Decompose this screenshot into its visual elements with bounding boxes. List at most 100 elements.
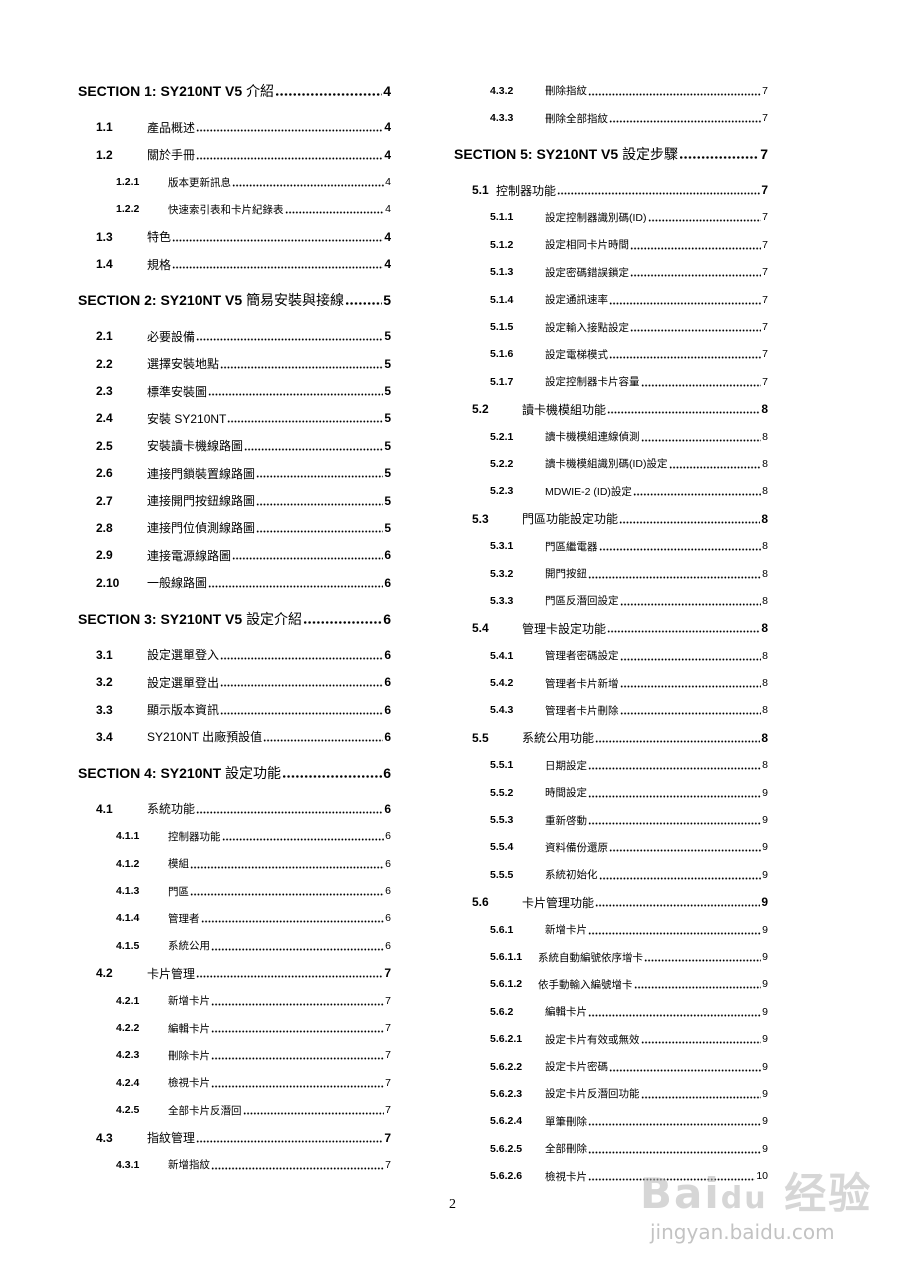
toc-entry[interactable]: 2.5 安裝讀卡機線路圖 5 [78,432,391,459]
toc-entry[interactable]: 5.6.2.3 設定卡片反潛回功能 9 [454,1080,768,1107]
toc-entry[interactable]: 5.6.2.2 設定卡片密碼 9 [454,1053,768,1080]
toc-entry[interactable]: 5.6.2 編輯卡片 9 [454,998,768,1025]
toc-entry[interactable]: 5.5.2 時間設定 9 [454,779,768,806]
toc-entry[interactable]: 2.9 連接電源線路圖 6 [78,542,391,569]
toc-entry[interactable]: 5.1 控制器功能 7 [454,176,768,203]
toc-entry[interactable]: 2.3 標準安裝圖 5 [78,377,391,404]
toc-entry[interactable]: 5.3.2 開門按鈕 8 [454,560,768,587]
toc-entry[interactable]: 4.1 系統功能 6 [78,795,391,822]
toc-entry[interactable]: 2.1 必要設備 5 [78,323,391,350]
toc-entry[interactable]: 5.6.2.1 設定卡片有效或無效 9 [454,1025,768,1052]
toc-entry[interactable]: 5.5 系統公用功能 8 [454,724,768,751]
toc-entry[interactable]: 2.6 連接門鎖裝置線路圖 5 [78,459,391,486]
toc-entry[interactable]: 4.2.1 新增卡片 7 [78,987,391,1014]
toc-entry[interactable]: 1.3 特色 4 [78,223,391,250]
toc-entry[interactable]: 5.1.3 設定密碼錯誤鎖定 7 [454,259,768,286]
toc-entry[interactable]: 5.5.4 資料備份還原 9 [454,834,768,861]
toc-entry[interactable]: 3.4 SY210NT 出廠預設值 6 [78,723,391,750]
toc-entry-page: 9 [762,814,768,827]
toc-entry[interactable]: 3.2 設定選單登出 6 [78,668,391,695]
toc-entry-number: 5.3.1 [490,540,514,553]
toc-entry[interactable]: 4.2.2 編輯卡片 7 [78,1014,391,1041]
toc-entry[interactable]: 5.6.1.1 系統自動編號依序增卡 9 [454,943,768,970]
toc-entry[interactable]: 1.2.1 版本更新訊息 4 [78,168,391,195]
toc-entry[interactable]: 5.1.2 設定相同卡片時間 7 [454,231,768,258]
toc-entry-page: 8 [761,621,768,636]
toc-entry[interactable]: 1.2.2 快速索引表和卡片紀錄表 4 [78,196,391,223]
toc-section-entry[interactable]: SECTION 4: SY210NT 設定功能 6 [78,751,391,796]
toc-entry[interactable]: 5.6.1 新增卡片 9 [454,916,768,943]
dot-leader [196,968,384,979]
toc-entry[interactable]: 5.4.3 管理者卡片刪除 8 [454,697,768,724]
toc-entry[interactable]: 5.4 管理卡設定功能 8 [454,615,768,642]
toc-entry[interactable]: 5.6.1.2 依手動輸入編號增卡 9 [454,971,768,998]
toc-entry-number: 4.3 [96,1130,113,1145]
toc-entry[interactable]: 2.2 選擇安裝地點 5 [78,350,391,377]
toc-entry[interactable]: 5.6 卡片管理功能 9 [454,889,768,916]
toc-entry[interactable]: 4.1.4 管理者 6 [78,905,391,932]
toc-section-entry[interactable]: SECTION 1: SY210NT V5 介紹 4 [78,69,391,114]
toc-entry[interactable]: 4.1.1 控制器功能 6 [78,823,391,850]
toc-entry-number: 5.6.2.2 [490,1060,523,1073]
page-number: 2 [449,1197,456,1212]
toc-entry[interactable]: 4.3 指紋管理 7 [78,1124,391,1151]
toc-entry-number: 4.1.3 [116,885,140,898]
toc-entry-page: 8 [761,402,768,417]
toc-entry[interactable]: 1.2 關於手冊 4 [78,141,391,168]
toc-entry-number: 4.2 [96,966,113,981]
toc-entry-page: 6 [385,885,391,898]
toc-entry[interactable]: 4.2 卡片管理 7 [78,960,391,987]
toc-entry-number: 5.2.1 [490,430,514,443]
toc-entry-title: SECTION 5: SY210NT V5 設定步驟 [454,146,679,163]
toc-entry[interactable]: 5.6.2.6 檢視卡片 10 [454,1162,768,1189]
toc-entry[interactable]: 5.6.2.4 單筆刪除 9 [454,1108,768,1135]
toc-entry-page: 8 [762,567,768,580]
dot-leader [588,1116,762,1127]
toc-entry[interactable]: 1.1 產品概述 4 [78,114,391,141]
toc-entry[interactable]: 5.2 讀卡機模組功能 8 [454,396,768,423]
toc-entry[interactable]: 2.8 連接門位偵測線路圖 5 [78,514,391,541]
toc-entry[interactable]: 4.3.3 刪除全部指紋 7 [454,104,768,131]
toc-entry[interactable]: 5.2.1 讀卡機模組連線偵測 8 [454,423,768,450]
toc-entry[interactable]: 4.3.1 新增指紋 7 [78,1151,391,1178]
toc-entry[interactable]: 2.7 連接開門按鈕線路圖 5 [78,487,391,514]
toc-entry[interactable]: 3.3 顯示版本資訊 6 [78,696,391,723]
toc-entry[interactable]: 1.4 規格 4 [78,251,391,278]
toc-entry[interactable]: 5.1.4 設定通訊速率 7 [454,286,768,313]
toc-entry[interactable]: 2.4 安裝 SY210NT 5 [78,405,391,432]
toc-entry[interactable]: 3.1 設定選單登入 6 [78,641,391,668]
toc-entry[interactable]: 5.5.1 日期設定 8 [454,752,768,779]
toc-entry[interactable]: 5.5.5 系統初始化 9 [454,861,768,888]
toc-entry[interactable]: 5.4.1 管理者密碼設定 8 [454,642,768,669]
toc-entry-title: 模組 [168,858,189,871]
toc-entry[interactable]: 5.2.2 讀卡機模組識別碼(ID)設定 8 [454,450,768,477]
toc-entry[interactable]: 5.1.7 設定控制器卡片容量 7 [454,368,768,395]
toc-entry[interactable]: 4.2.4 檢視卡片 7 [78,1069,391,1096]
toc-entry-number: 5.6.1.1 [490,951,523,963]
toc-entry[interactable]: 4.2.3 刪除卡片 7 [78,1042,391,1069]
toc-entry[interactable]: 5.2.3 MDWIE-2 (ID)設定 8 [454,478,768,505]
toc-entry-title: 管理者卡片刪除 [545,704,619,717]
toc-section-entry[interactable]: SECTION 5: SY210NT V5 設定步驟 7 [454,132,768,177]
toc-entry[interactable]: 5.6.2.5 全部刪除 9 [454,1135,768,1162]
toc-entry[interactable]: 5.4.2 管理者卡片新增 8 [454,669,768,696]
section-title-chinese: 介紹 [246,83,275,100]
toc-entry[interactable]: 4.3.2 刪除指紋 7 [454,77,768,104]
toc-entry[interactable]: 5.3.1 門區繼電器 8 [454,532,768,559]
toc-entry[interactable]: 5.1.1 設定控制器識別碼(ID) 7 [454,204,768,231]
toc-section-entry[interactable]: SECTION 3: SY210NT V5 設定介紹 6 [78,596,391,641]
toc-entry[interactable]: 5.1.6 設定電梯模式 7 [454,341,768,368]
toc-entry[interactable]: 2.10 一般線路圖 6 [78,569,391,596]
toc-entry[interactable]: 5.3 門區功能設定功能 8 [454,505,768,532]
toc-entry[interactable]: 5.3.3 門區反潛回設定 8 [454,587,768,614]
toc-entry[interactable]: 4.1.2 模組 6 [78,850,391,877]
toc-entry[interactable]: 4.2.5 全部卡片反潛回 7 [78,1096,391,1123]
toc-section-entry[interactable]: SECTION 2: SY210NT V5 簡易安裝與接線 5 [78,278,391,323]
toc-entry-number: 5.1.7 [490,375,514,388]
toc-entry[interactable]: 4.1.5 系統公用 6 [78,932,391,959]
toc-entry-number: 2.10 [96,575,120,590]
toc-entry[interactable]: 4.1.3 門區 6 [78,877,391,904]
toc-entry[interactable]: 5.1.5 設定輸入接點設定 7 [454,313,768,340]
toc-entry-title: 規格 [147,257,172,272]
toc-entry[interactable]: 5.5.3 重新啓動 9 [454,806,768,833]
